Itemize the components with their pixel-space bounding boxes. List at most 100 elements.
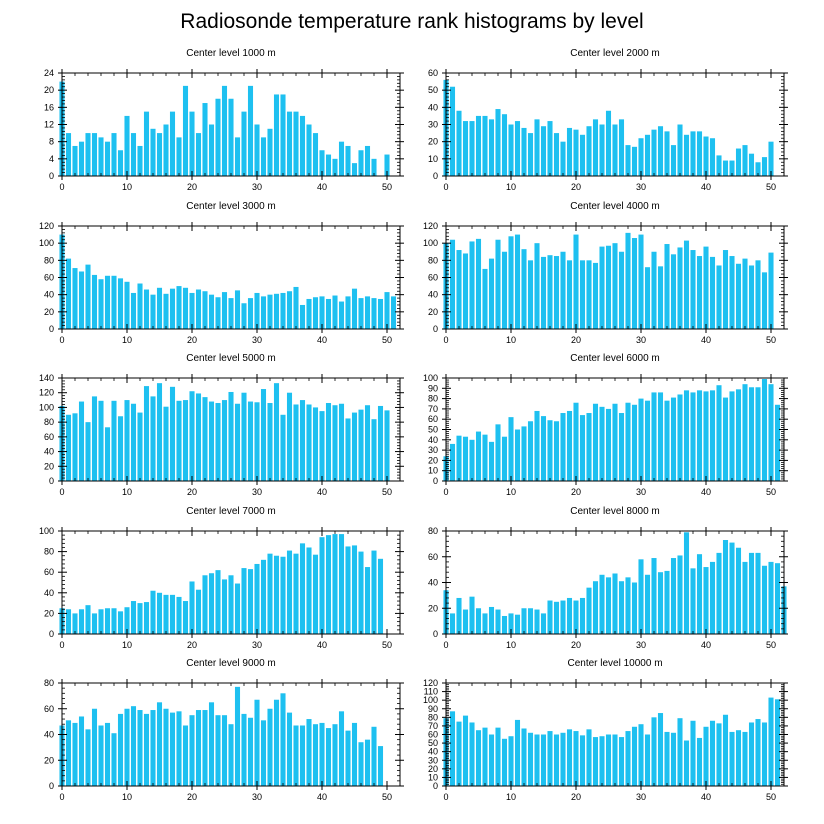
- bar: [547, 121, 553, 176]
- y-tick-label: 100: [39, 526, 54, 536]
- x-tick-label: 40: [701, 640, 711, 650]
- bar: [462, 715, 469, 786]
- bar: [748, 552, 755, 634]
- bar: [247, 298, 254, 329]
- bar: [709, 390, 716, 481]
- bar: [306, 298, 312, 329]
- bar: [338, 301, 345, 329]
- bar: [137, 603, 143, 634]
- bar: [384, 292, 390, 329]
- bar: [111, 400, 117, 481]
- x-tick-label: 10: [122, 640, 132, 650]
- bar: [280, 414, 286, 481]
- bar: [657, 392, 664, 481]
- x-tick-label: 50: [382, 792, 392, 802]
- bar: [514, 429, 521, 481]
- bar: [260, 389, 267, 481]
- bar: [768, 141, 774, 176]
- x-tick-label: 10: [506, 640, 516, 650]
- bar: [85, 133, 91, 176]
- bar: [579, 134, 586, 176]
- y-tick-label: 60: [428, 414, 438, 424]
- bar: [371, 419, 377, 481]
- bar: [514, 121, 521, 176]
- y-tick-label: 60: [428, 552, 438, 562]
- bar: [124, 607, 130, 634]
- bar: [761, 722, 768, 786]
- y-tick-label: 20: [44, 755, 54, 765]
- y-tick-label: 90: [428, 704, 438, 714]
- bar: [117, 150, 124, 176]
- bar: [111, 133, 117, 176]
- bar: [703, 567, 709, 634]
- bar: [638, 398, 644, 481]
- bar: [345, 418, 351, 481]
- y-tick-label: 120: [39, 221, 54, 231]
- bar: [130, 601, 137, 634]
- bar: [521, 728, 527, 786]
- x-tick-label: 20: [571, 335, 581, 345]
- bar: [592, 262, 599, 329]
- y-tick-label: 20: [44, 85, 54, 95]
- bar: [696, 554, 703, 634]
- bar: [703, 136, 709, 176]
- bar: [156, 383, 163, 481]
- bar: [65, 133, 72, 176]
- y-tick-label: 60: [428, 273, 438, 283]
- y-tick-label: 80: [44, 417, 54, 427]
- bar: [91, 133, 98, 176]
- bar: [735, 547, 742, 634]
- bar: [683, 740, 690, 786]
- bar: [683, 240, 690, 329]
- y-tick-label: 0: [49, 324, 54, 334]
- bar: [163, 124, 169, 176]
- bar: [618, 581, 625, 634]
- bar: [475, 608, 482, 634]
- bar: [286, 392, 293, 481]
- bar: [143, 713, 150, 786]
- histogram-panel-7: Center level 7000 m 0 20 40 60 80 100 0 10 20 30 40…: [39, 506, 404, 650]
- bar: [599, 124, 605, 176]
- bar: [722, 397, 729, 481]
- bar: [638, 724, 644, 786]
- bar: [78, 141, 85, 176]
- bar: [332, 405, 338, 481]
- bar: [573, 600, 579, 634]
- bar: [254, 292, 260, 329]
- bar: [670, 558, 677, 634]
- bar: [332, 295, 338, 329]
- bar: [299, 400, 306, 481]
- bar: [377, 558, 384, 634]
- bar: [156, 133, 163, 176]
- bar: [384, 410, 390, 481]
- bar: [521, 426, 527, 481]
- bar: [651, 129, 657, 176]
- bar: [371, 726, 377, 786]
- bar: [306, 404, 312, 481]
- y-tick-label: 20: [428, 307, 438, 317]
- bar: [254, 699, 260, 786]
- bar: [768, 697, 774, 786]
- bar: [469, 241, 475, 329]
- histogram-panel-3: Center level 3000 m 0 20 40 60 80 100 120 0 10 20 3…: [39, 201, 404, 345]
- x-tick-label: 10: [122, 182, 132, 192]
- bar: [234, 583, 241, 634]
- x-tick-label: 20: [571, 640, 581, 650]
- bar: [208, 573, 215, 634]
- bar: [625, 232, 631, 329]
- bar: [286, 712, 293, 786]
- bar: [241, 713, 247, 786]
- bar: [527, 732, 534, 786]
- bar: [657, 713, 664, 786]
- bar: [345, 296, 351, 329]
- y-tick-label: 100: [423, 238, 438, 248]
- bar: [547, 420, 553, 481]
- bar: [267, 128, 273, 176]
- bar: [664, 131, 670, 176]
- bar: [553, 421, 560, 481]
- panel-title: Center level 4000 m: [570, 201, 660, 212]
- bar: [592, 403, 599, 481]
- bar: [195, 289, 202, 329]
- bar: [664, 244, 670, 329]
